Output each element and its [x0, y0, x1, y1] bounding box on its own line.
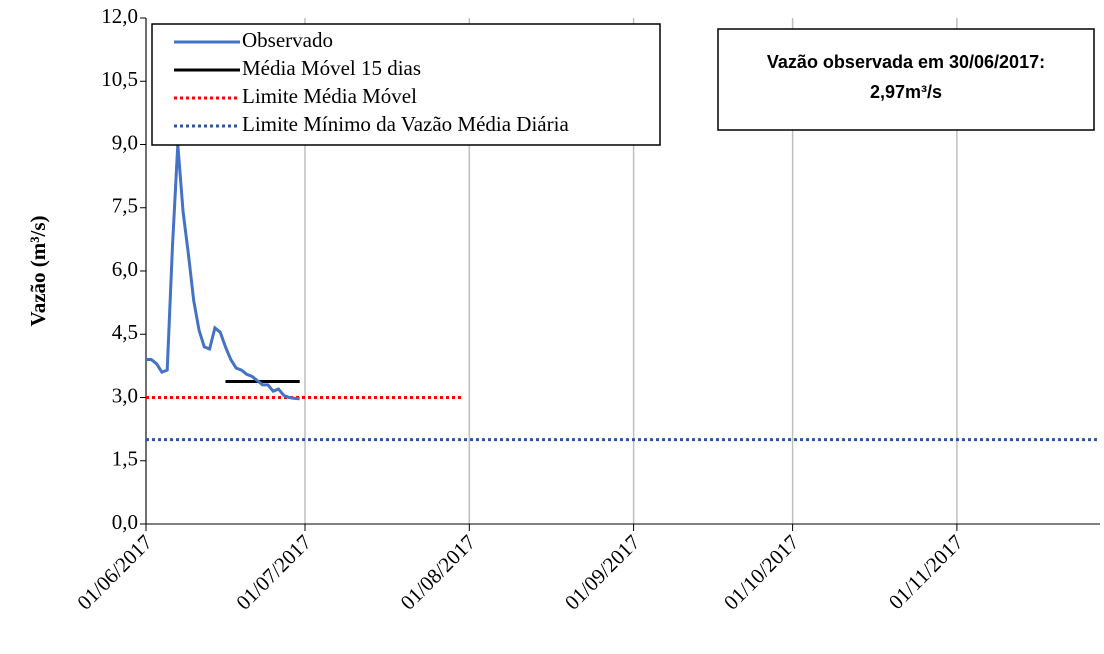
- y-tick-label: 9,0: [112, 130, 138, 154]
- y-tick-label: 7,5: [112, 194, 138, 218]
- legend-label: Limite Média Móvel: [242, 84, 417, 108]
- legend-label: Média Móvel 15 dias: [242, 56, 421, 80]
- x-tick-label: 01/06/2017: [72, 530, 157, 615]
- x-tick-label: 01/07/2017: [231, 530, 316, 615]
- y-tick-label: 3,0: [112, 383, 138, 407]
- y-tick-label: 0,0: [112, 510, 138, 534]
- y-tick-label: 10,5: [101, 67, 138, 91]
- x-tick-label: 01/10/2017: [719, 530, 804, 615]
- series-line: [146, 144, 300, 401]
- y-axis-label: Vazão (m³/s): [26, 215, 50, 326]
- y-tick-label: 1,5: [112, 447, 138, 471]
- legend-label: Limite Mínimo da Vazão Média Diária: [242, 112, 569, 136]
- x-tick-label: 01/08/2017: [396, 530, 481, 615]
- x-tick-label: 01/11/2017: [884, 530, 968, 614]
- x-tick-label: 01/09/2017: [560, 530, 645, 615]
- annotation-text: Vazão observada em 30/06/2017:: [767, 52, 1045, 72]
- y-tick-label: 6,0: [112, 257, 138, 281]
- annotation-text: 2,97m³/s: [870, 82, 942, 102]
- y-tick-label: 4,5: [112, 320, 138, 344]
- annotation-box: [717, 28, 1095, 131]
- legend-label: Observado: [242, 28, 333, 52]
- y-tick-label: 12,0: [101, 4, 138, 28]
